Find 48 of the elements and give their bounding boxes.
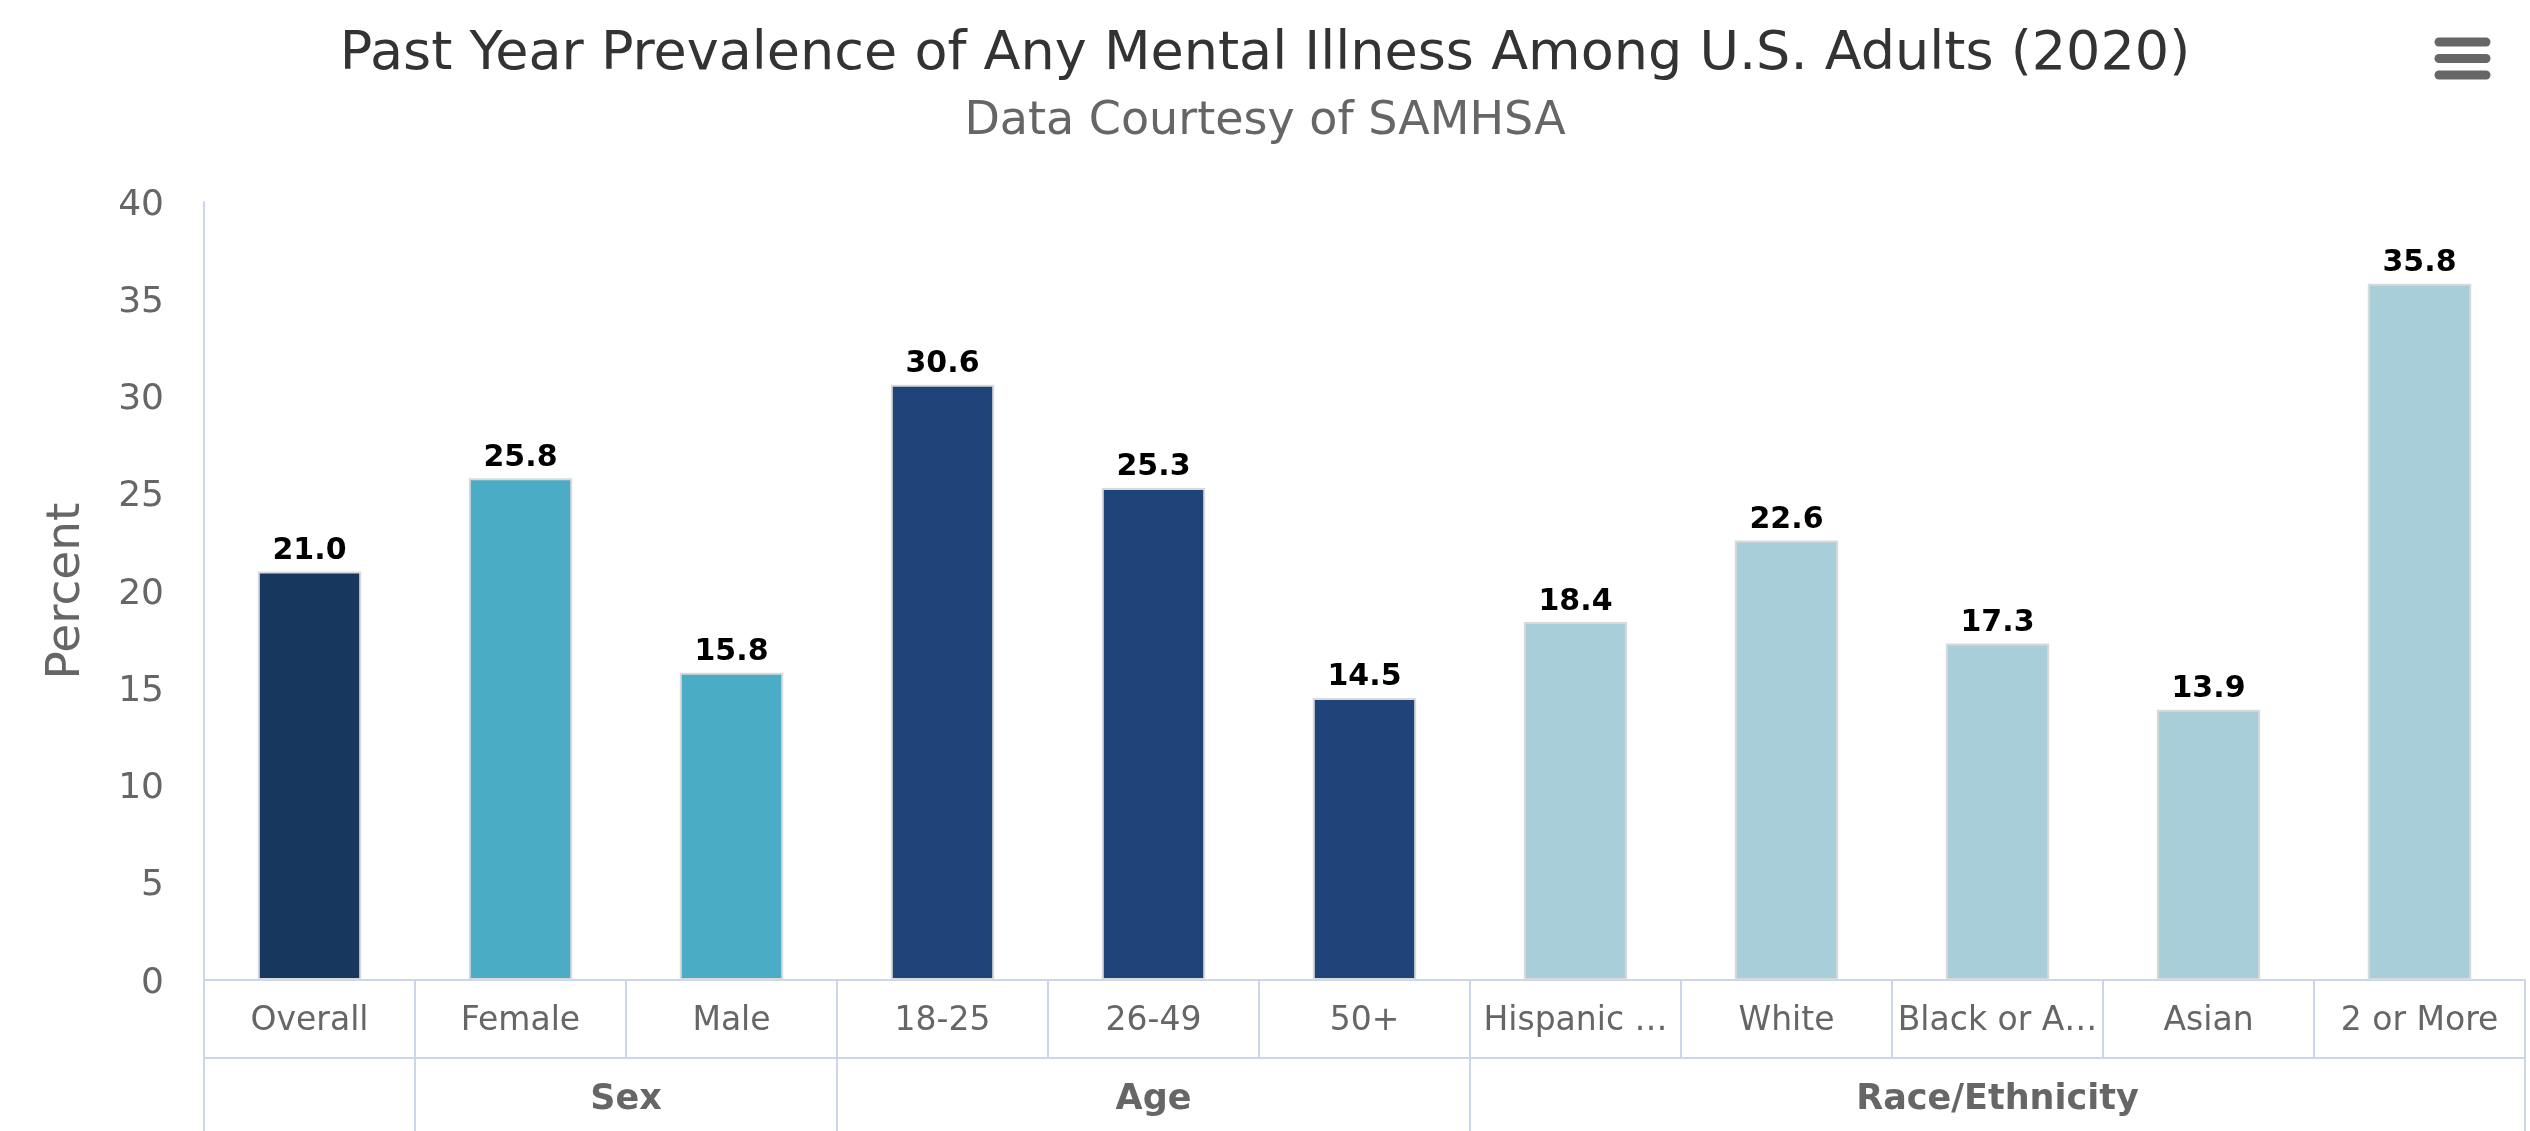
data-label: 14.5 bbox=[1327, 657, 1402, 693]
text: Race/Ethnicity bbox=[1856, 1076, 2139, 1117]
y-tick-label: 40 bbox=[118, 181, 164, 223]
data-label: 35.8 bbox=[2382, 243, 2457, 279]
bar bbox=[468, 478, 573, 980]
x-tick-label: Female bbox=[460, 999, 581, 1038]
data-label: 25.3 bbox=[1116, 447, 1191, 483]
y-tick-label: 30 bbox=[118, 376, 164, 417]
y-axis-title: Percent bbox=[35, 502, 90, 680]
y-tick-label: 10 bbox=[118, 765, 164, 806]
data-label: 21.0 bbox=[272, 531, 347, 567]
chart-subtitle: Data Courtesy of SAMHSA bbox=[964, 91, 1567, 145]
bar bbox=[1945, 643, 2050, 980]
bar bbox=[890, 384, 995, 980]
bar bbox=[1734, 540, 1839, 980]
bar bbox=[679, 672, 784, 980]
x-tick-label: Overall bbox=[250, 999, 369, 1038]
data-label: 17.3 bbox=[1960, 603, 2035, 639]
x-tick-label: Black or A… bbox=[1897, 999, 2098, 1038]
bar bbox=[1523, 622, 1628, 980]
y-tick-label: 5 bbox=[141, 862, 164, 904]
data-label: 22.6 bbox=[1749, 499, 1824, 535]
data-label: 25.8 bbox=[483, 437, 558, 473]
bar bbox=[2156, 709, 2261, 980]
y-tick-label: 25 bbox=[118, 473, 164, 515]
x-tick-label: 26-49 bbox=[1105, 999, 1202, 1038]
y-tick-label: 0 bbox=[141, 959, 164, 1001]
chart-title: Past Year Prevalence of Any Mental Illness Among U.S. Adults (2020) bbox=[339, 18, 2191, 82]
x-tick-label: Asian bbox=[2163, 999, 2254, 1038]
x-tick-label: 50+ bbox=[1329, 999, 1400, 1038]
y-tick-label: 15 bbox=[118, 667, 164, 709]
y-tick-label: 20 bbox=[118, 570, 164, 612]
data-label: 30.6 bbox=[905, 344, 980, 380]
x-tick-label: 2 or More bbox=[2340, 999, 2499, 1038]
bar bbox=[257, 571, 362, 980]
x-tick-label: Male bbox=[692, 999, 771, 1038]
x-tick-label: 18-25 bbox=[894, 999, 991, 1038]
x-tick-label: Hispanic … bbox=[1483, 999, 1668, 1038]
text: Sex bbox=[590, 1076, 663, 1117]
y-tick-label: 35 bbox=[118, 278, 164, 320]
data-label: 15.8 bbox=[694, 632, 769, 668]
data-label: 13.9 bbox=[2171, 669, 2246, 705]
data-label: 18.4 bbox=[1538, 581, 1613, 617]
text: Age bbox=[1115, 1076, 1192, 1117]
bar bbox=[1312, 697, 1417, 980]
bar bbox=[2367, 283, 2472, 980]
x-tick-label: White bbox=[1738, 999, 1835, 1038]
bar bbox=[1101, 487, 1206, 980]
